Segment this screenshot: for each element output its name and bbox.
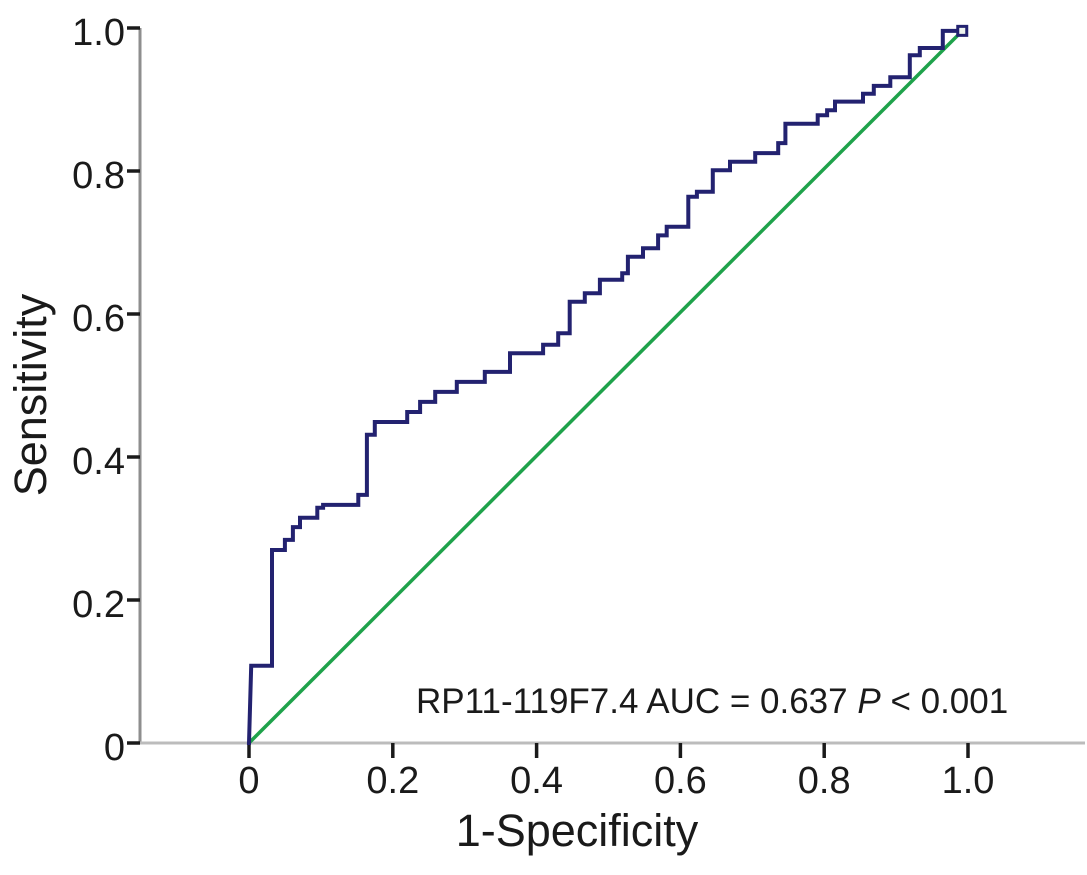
x-tick-label: 0.2 [366, 760, 420, 802]
curve-end-marker [956, 24, 969, 37]
roc-curve [246, 28, 965, 746]
y-axis-tick-marks [127, 26, 140, 745]
x-tick-label: 0.6 [653, 760, 707, 802]
y-tick-label: 0 [103, 727, 125, 769]
auc-annotation: RP11-119F7.4 AUC = 0.637 P < 0.001 [416, 682, 1008, 722]
x-tick-label: 1.0 [941, 760, 995, 802]
y-tick-label: 0.4 [72, 441, 125, 483]
y-axis-title: Sensitivity [5, 293, 56, 497]
x-tick-label: 0.4 [510, 760, 563, 802]
x-axis-title: 1-Specificity [455, 805, 699, 856]
reference-diagonal-line [247, 29, 964, 745]
auc-annotation-text: RP11-119F7.4 AUC = 0.637 [416, 682, 848, 721]
y-tick-label: 0.6 [72, 298, 125, 340]
y-tick-label: 0.8 [72, 155, 125, 197]
x-tick-label: 0 [238, 760, 260, 802]
p-value-text: < 0.001 [890, 682, 1009, 721]
y-tick-label: 0.2 [72, 584, 125, 626]
x-tick-label: 0.8 [797, 760, 851, 802]
x-axis-tick-marks [247, 743, 970, 758]
p-symbol: P [857, 682, 881, 721]
y-tick-label: 1.0 [72, 12, 125, 54]
